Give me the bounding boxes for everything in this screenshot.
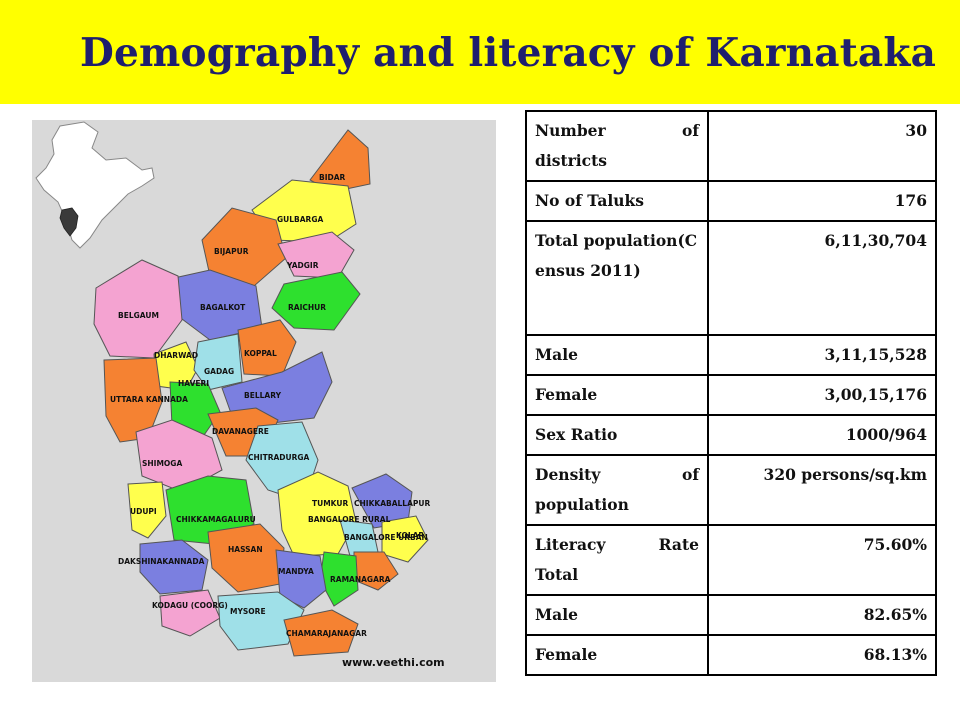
label-yadgir: YADGIR xyxy=(286,261,319,270)
map-svg: BIDAR GULBARGA BIJAPUR YADGIR RAICHUR BA… xyxy=(35,121,445,669)
district-mandya xyxy=(275,549,327,609)
row-value: 6,11,30,704 xyxy=(707,220,937,336)
label-udupi: UDUPI xyxy=(130,507,157,516)
label-gadag: GADAG xyxy=(204,367,234,376)
district-chikkaballapur xyxy=(351,473,413,529)
label-bagalkot: BAGALKOT xyxy=(200,303,246,312)
row-value: 3,11,15,528 xyxy=(707,334,937,376)
district-chamarajanagar xyxy=(283,609,359,657)
row-label: Sex Ratio xyxy=(525,414,709,456)
row-value: 320 persons/sq.km xyxy=(707,454,937,526)
district-koppal xyxy=(237,319,297,377)
table-row: Male 3,11,15,528 xyxy=(525,334,937,376)
label-gulbarga: GULBARGA xyxy=(277,215,323,224)
row-value: 30 xyxy=(707,110,937,182)
label-davanagere: DAVANAGERE xyxy=(212,427,269,436)
row-label: Total population(Census 2011) xyxy=(525,220,709,336)
label-raichur: RAICHUR xyxy=(288,303,326,312)
row-label: Literacy Rate Total xyxy=(525,524,709,596)
label-shimoga: SHIMOGA xyxy=(142,459,182,468)
label-mysore: MYSORE xyxy=(230,607,266,616)
label-haveri: HAVERI xyxy=(178,379,209,388)
district-hassan xyxy=(207,523,285,593)
label-uttara-kannada: UTTARA KANNADA xyxy=(110,395,188,404)
label-chikkaballapur: CHIKKABALLAPUR xyxy=(354,499,430,508)
label-bijapur: BIJAPUR xyxy=(214,247,249,256)
district-dakshina-kannada xyxy=(139,539,209,595)
district-udupi xyxy=(127,481,167,539)
karnataka-map: BIDAR GULBARGA BIJAPUR YADGIR RAICHUR BA… xyxy=(32,120,496,682)
row-label: Female xyxy=(525,634,709,676)
district-mysore xyxy=(217,591,305,651)
district-haveri xyxy=(169,381,221,439)
table-row: Total population(Census 2011) 6,11,30,70… xyxy=(525,220,937,336)
district-bangalore-urban xyxy=(353,551,399,591)
label-hassan: HASSAN xyxy=(228,545,263,554)
row-value: 68.13% xyxy=(707,634,937,676)
map-credit: www.veethi.com xyxy=(342,656,445,669)
label-chamarajanagar: CHAMARAJANAGAR xyxy=(286,629,367,638)
demography-table: Number of districts 30 No of Taluks 176 … xyxy=(525,110,937,676)
table-row: No of Taluks 176 xyxy=(525,180,937,222)
table-row: Male 82.65% xyxy=(525,594,937,636)
label-tumkur: TUMKUR xyxy=(312,499,348,508)
table-row: Density of population 320 persons/sq.km xyxy=(525,454,937,526)
row-label: Male xyxy=(525,334,709,376)
row-label: Female xyxy=(525,374,709,416)
row-label: Male xyxy=(525,594,709,636)
label-ramanagara: RAMANAGARA xyxy=(330,575,391,584)
label-mandya: MANDYA xyxy=(278,567,314,576)
title-bar: Demography and literacy of Karnataka xyxy=(0,0,960,104)
table-row: Literacy Rate Total 75.60% xyxy=(525,524,937,596)
label-kolar: KOLAR xyxy=(396,531,424,540)
label-bangalore-rural: BANGALORE RURAL xyxy=(308,515,391,524)
label-dakshina-kannada: DAKSHINAKANNADA xyxy=(118,557,205,566)
label-koppal: KOPPAL xyxy=(244,349,277,358)
district-kodagu xyxy=(159,589,221,637)
page-title: Demography and literacy of Karnataka xyxy=(80,30,937,76)
row-label: Density of population xyxy=(525,454,709,526)
label-bellary: BELLARY xyxy=(244,391,282,400)
row-value: 1000/964 xyxy=(707,414,937,456)
district-gadag xyxy=(193,333,243,391)
district-tumkur xyxy=(277,471,357,557)
label-bangalore-urban: BANGALORE URBAN xyxy=(344,533,428,542)
row-label: No of Taluks xyxy=(525,180,709,222)
district-kolar xyxy=(381,515,429,563)
district-belgaum xyxy=(93,259,183,359)
row-value: 82.65% xyxy=(707,594,937,636)
table-row: Number of districts 30 xyxy=(525,110,937,182)
label-chitradurga: CHITRADURGA xyxy=(248,453,310,462)
row-label: Number of districts xyxy=(525,110,709,182)
india-inset xyxy=(35,121,155,249)
district-shimoga xyxy=(135,419,223,493)
table-row: Female 68.13% xyxy=(525,634,937,676)
label-dharwad: DHARWAD xyxy=(154,351,198,360)
district-raichur xyxy=(271,271,361,331)
table-row: Female 3,00,15,176 xyxy=(525,374,937,416)
district-chikkamagaluru xyxy=(165,475,255,545)
label-bidar: BIDAR xyxy=(319,173,346,182)
label-chikkamagaluru: CHIKKAMAGALURU xyxy=(176,515,256,524)
row-value: 75.60% xyxy=(707,524,937,596)
row-value: 3,00,15,176 xyxy=(707,374,937,416)
label-kodagu: KODAGU (COORG) xyxy=(152,601,228,610)
table-row: Sex Ratio 1000/964 xyxy=(525,414,937,456)
row-value: 176 xyxy=(707,180,937,222)
label-belgaum: BELGAUM xyxy=(118,311,159,320)
district-yadgir xyxy=(277,231,355,279)
